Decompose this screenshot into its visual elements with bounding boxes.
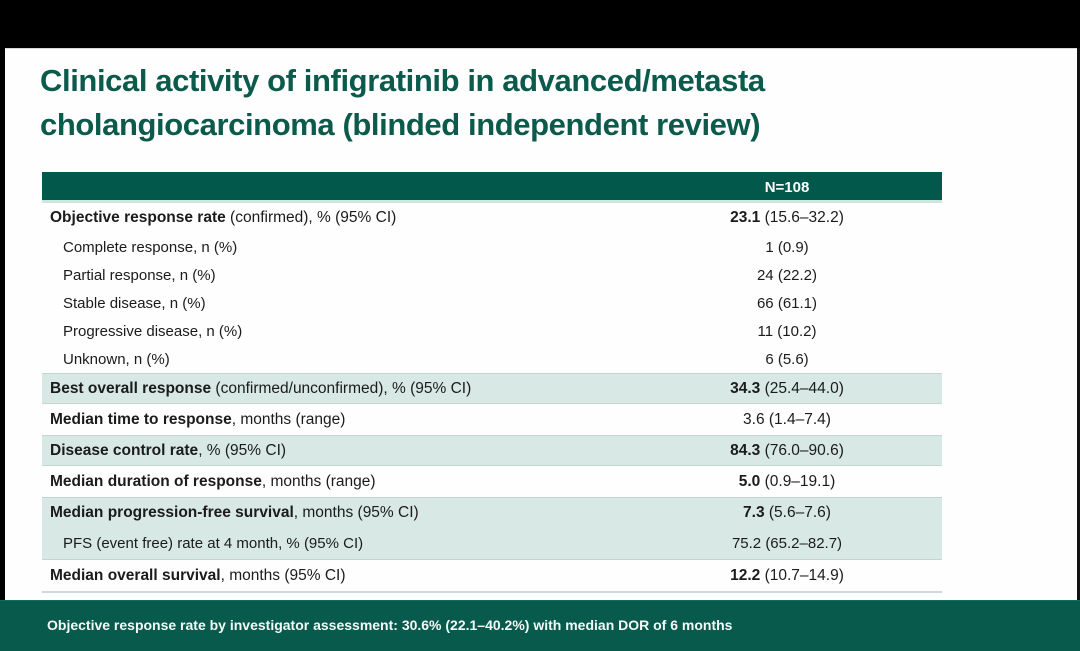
row-value: 11 (10.2) (632, 323, 942, 340)
row-value-rest: 11 (10.2) (757, 322, 817, 340)
table-row: Progressive disease, n (%) 11 (10.2) (42, 317, 942, 345)
row-value-bold: 12.2 (730, 566, 761, 584)
table-row: Median progression-free survival, months… (42, 497, 942, 528)
row-label: Median overall survival, months (95% CI) (42, 567, 632, 585)
table-row: Best overall response (confirmed/unconfi… (42, 373, 942, 404)
table-row: Median duration of response, months (ran… (42, 466, 942, 497)
row-label-rest: , % (95% CI) (198, 441, 287, 459)
row-value: 66 (61.1) (632, 295, 942, 312)
table-row: Objective response rate (confirmed), % (… (42, 203, 942, 233)
row-value-bold: 84.3 (730, 441, 761, 459)
table-row: Partial response, n (%) 24 (22.2) (42, 261, 942, 289)
row-label-rest: PFS (event free) rate at 4 month, % (95%… (63, 535, 364, 552)
table-row: Unknown, n (%) 6 (5.6) (42, 345, 942, 373)
row-label: Complete response, n (%) (42, 239, 632, 256)
row-value: 6 (5.6) (632, 351, 942, 368)
row-label-bold: Disease control rate (50, 441, 199, 459)
table-row: PFS (event free) rate at 4 month, % (95%… (42, 528, 942, 560)
table-header-row: N=108 (42, 172, 942, 203)
row-value-rest: (76.0–90.6) (760, 441, 844, 459)
row-value-rest: (10.7–14.9) (760, 566, 844, 584)
row-label: Median progression-free survival, months… (42, 504, 632, 522)
row-value: 23.1 (15.6–32.2) (632, 209, 942, 227)
row-value: 7.3 (5.6–7.6) (632, 504, 942, 522)
row-label-rest: Partial response, n (%) (63, 266, 216, 284)
row-label: Stable disease, n (%) (42, 295, 632, 312)
row-label-rest: (confirmed), % (95% CI) (225, 209, 397, 226)
row-label-rest: Stable disease, n (%) (63, 294, 206, 312)
row-label-rest: , months (95% CI) (293, 504, 419, 521)
table-row: Complete response, n (%) 1 (0.9) (42, 233, 942, 261)
slide-title-line1: Clinical activity of infigratinib in adv… (40, 63, 765, 98)
row-label: Best overall response (confirmed/unconfi… (42, 380, 632, 398)
footer-note: Objective response rate by investigator … (47, 617, 733, 633)
row-label-rest: Progressive disease, n (%) (63, 322, 243, 340)
row-value: 75.2 (65.2–82.7) (632, 535, 942, 552)
row-value: 24 (22.2) (632, 267, 942, 284)
table-header-empty-cell (42, 172, 632, 200)
row-label-rest: Complete response, n (%) (63, 238, 238, 256)
row-value-rest: (15.6–32.2) (760, 209, 844, 226)
row-label-rest: (confirmed/unconfirmed), % (95% CI) (211, 379, 472, 397)
table-row: Median overall survival, months (95% CI)… (42, 560, 942, 591)
row-label: Median time to response, months (range) (42, 411, 632, 429)
footer-bar: Objective response rate by investigator … (0, 600, 1080, 651)
row-label-rest: , months (95% CI) (220, 566, 346, 584)
row-value-rest: 6 (5.6) (765, 350, 809, 368)
row-label: PFS (event free) rate at 4 month, % (95%… (42, 535, 632, 552)
row-value: 3.6 (1.4–7.4) (632, 411, 942, 429)
row-value-rest: 66 (61.1) (756, 294, 818, 312)
table-row: Stable disease, n (%) 66 (61.1) (42, 289, 942, 317)
row-label-bold: Best overall response (50, 379, 212, 397)
row-value: 84.3 (76.0–90.6) (632, 442, 942, 460)
row-value-rest: (0.9–19.1) (760, 472, 836, 490)
row-label-bold: Median overall survival (50, 566, 221, 584)
row-label-rest: Unknown, n (%) (63, 350, 170, 368)
row-label-rest: , months (range) (231, 410, 346, 428)
row-value-rest: 3.6 (1.4–7.4) (743, 410, 831, 428)
table-header-n-value: N=108 (764, 179, 810, 196)
row-value-rest: (5.6–7.6) (764, 504, 831, 521)
row-label-bold: Objective response rate (50, 209, 226, 226)
slide-title-line2: cholangiocarcinoma (blinded independent … (40, 107, 761, 142)
row-label-bold: Median time to response (50, 410, 232, 428)
row-label: Partial response, n (%) (42, 267, 632, 284)
row-label: Objective response rate (confirmed), % (… (42, 209, 632, 227)
row-label: Unknown, n (%) (42, 351, 632, 368)
row-value: 1 (0.9) (632, 239, 942, 256)
row-label: Disease control rate, % (95% CI) (42, 442, 632, 460)
row-label-bold: Median progression-free survival (50, 504, 294, 521)
slide: Clinical activity of infigratinib in adv… (5, 48, 1077, 600)
row-value-rest: 1 (0.9) (765, 238, 809, 256)
slide-title: Clinical activity of infigratinib in adv… (40, 59, 1077, 147)
row-value-bold: 7.3 (743, 504, 765, 521)
row-value: 34.3 (25.4–44.0) (632, 380, 942, 398)
slide-right-edge (1077, 48, 1080, 600)
row-value-bold: 34.3 (730, 379, 761, 397)
letterbox-top (0, 0, 1080, 48)
row-value-rest: 24 (22.2) (756, 266, 818, 284)
row-value: 5.0 (0.9–19.1) (632, 473, 942, 491)
table-row: Median time to response, months (range) … (42, 404, 942, 435)
row-value-rest: 75.2 (65.2–82.7) (731, 535, 843, 552)
row-value-bold: 23.1 (730, 209, 761, 226)
row-value-bold: 5.0 (738, 472, 761, 490)
row-label: Median duration of response, months (ran… (42, 473, 632, 491)
table-row: Disease control rate, % (95% CI) 84.3 (7… (42, 435, 942, 466)
row-label-bold: Median duration of response (50, 472, 262, 490)
row-value: 12.2 (10.7–14.9) (632, 567, 942, 585)
results-table: N=108 Objective response rate (confirmed… (42, 172, 942, 593)
row-label: Progressive disease, n (%) (42, 323, 632, 340)
row-label-rest: , months (range) (261, 472, 376, 490)
row-value-rest: (25.4–44.0) (760, 379, 844, 397)
